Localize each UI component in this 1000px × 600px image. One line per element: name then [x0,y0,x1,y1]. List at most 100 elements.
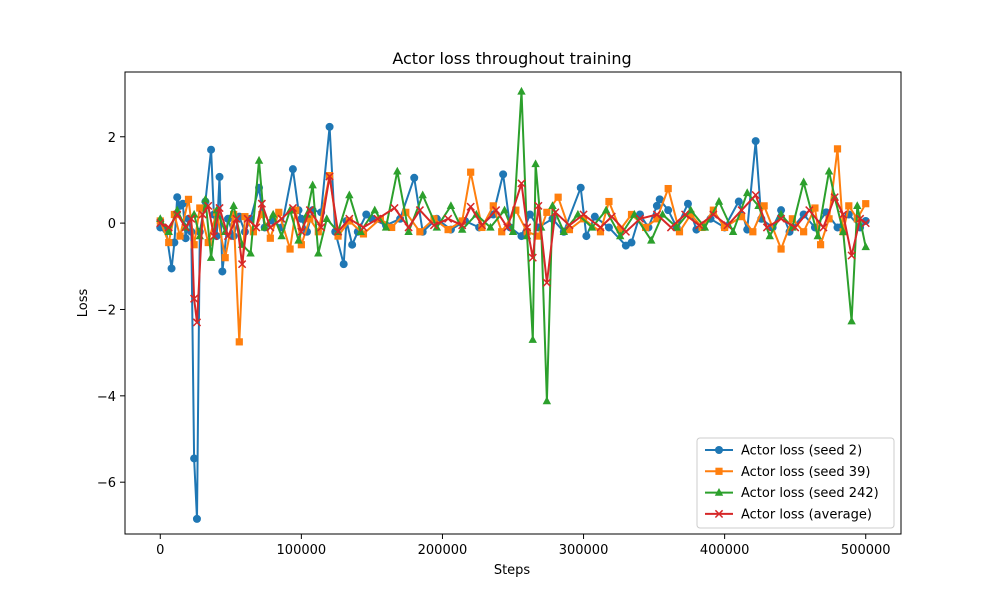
data-point [861,218,870,228]
data-point [388,223,396,232]
data-point [258,210,266,219]
data-point [288,165,297,174]
legend-item: Actor loss (seed 2) [705,444,862,459]
data-point [165,238,173,247]
data-point [601,205,611,214]
data-point [728,227,738,235]
legend-item: Actor loss (seed 39) [705,465,870,480]
data-point [266,223,275,232]
data-point [325,172,334,181]
data-point [167,264,176,273]
x-tick-label: 200000 [418,543,468,558]
data-point [190,454,199,463]
data-point [687,210,695,219]
data-point [517,86,526,95]
data-point [847,251,856,260]
data-point [652,201,661,210]
data-point [206,253,216,261]
data-point [393,166,402,175]
data-point [232,214,241,223]
data-point [297,241,305,249]
data-point [297,227,306,236]
data-point [370,205,379,214]
data-point [443,214,453,223]
data-point [816,241,825,249]
data-point [762,223,772,232]
data-point [627,210,636,219]
data-point [404,227,413,235]
data-point [218,267,227,276]
data-point [477,221,487,230]
data-point [189,209,199,218]
data-point [223,231,233,241]
x-tick-label: 0 [156,543,164,558]
x-tick-label: 300000 [559,543,609,558]
data-point [508,227,518,235]
data-point [444,225,452,234]
data-point [791,223,800,232]
data-point [830,193,839,202]
data-point [565,225,574,234]
data-point [512,206,520,214]
data-point [458,224,467,233]
data-point [472,209,481,218]
data-point [345,214,354,223]
data-point [170,238,179,247]
data-point [478,223,486,232]
data-point [156,218,165,228]
data-point [621,227,631,236]
data-point [765,231,774,240]
data-point [489,202,497,210]
data-point [184,195,193,203]
legend-label: Actor loss (seed 242) [741,486,879,501]
data-point [254,155,264,164]
data-point [190,294,199,303]
data-point [825,215,833,223]
data-point [192,514,201,523]
data-point [198,210,207,219]
data-point [559,227,568,235]
chart-title: Actor loss throughout training [392,49,631,68]
data-point [190,241,198,249]
data-point [751,190,760,200]
legend-marker [714,509,724,519]
data-point [833,145,842,153]
data-point [528,335,537,343]
data-point [275,208,283,216]
data-point [590,212,599,221]
data-point [522,223,532,232]
data-point [308,180,317,189]
x-tick-label: 100000 [277,543,327,558]
data-point [266,234,274,242]
data-point [542,396,552,405]
data-point [743,188,752,197]
data-point [655,195,664,204]
data-point [173,210,182,219]
data-point [616,231,625,240]
data-point [737,206,746,215]
data-point [237,260,247,269]
data-point [642,223,650,232]
data-point [799,177,808,186]
data-point [164,227,173,235]
data-point [187,214,196,223]
legend-marker [714,488,724,496]
data-point [418,190,427,199]
x-axis-label: Steps [494,563,531,578]
data-point [277,214,286,223]
data-point [855,214,865,223]
data-point [683,199,692,208]
legend-label: Actor loss (seed 2) [741,444,862,459]
data-point [268,209,278,218]
series-4 [156,172,870,327]
data-point [201,194,210,203]
x-axis: 0 100000 200000 300000 400000 500000 [156,534,891,558]
data-point [235,338,243,346]
data-point [466,202,475,211]
data-point [681,210,690,219]
x-tick-label: 400000 [700,543,750,558]
y-axis-label: Loss [76,289,91,318]
data-point [579,210,588,219]
data-point [737,213,746,221]
data-point [517,232,526,241]
